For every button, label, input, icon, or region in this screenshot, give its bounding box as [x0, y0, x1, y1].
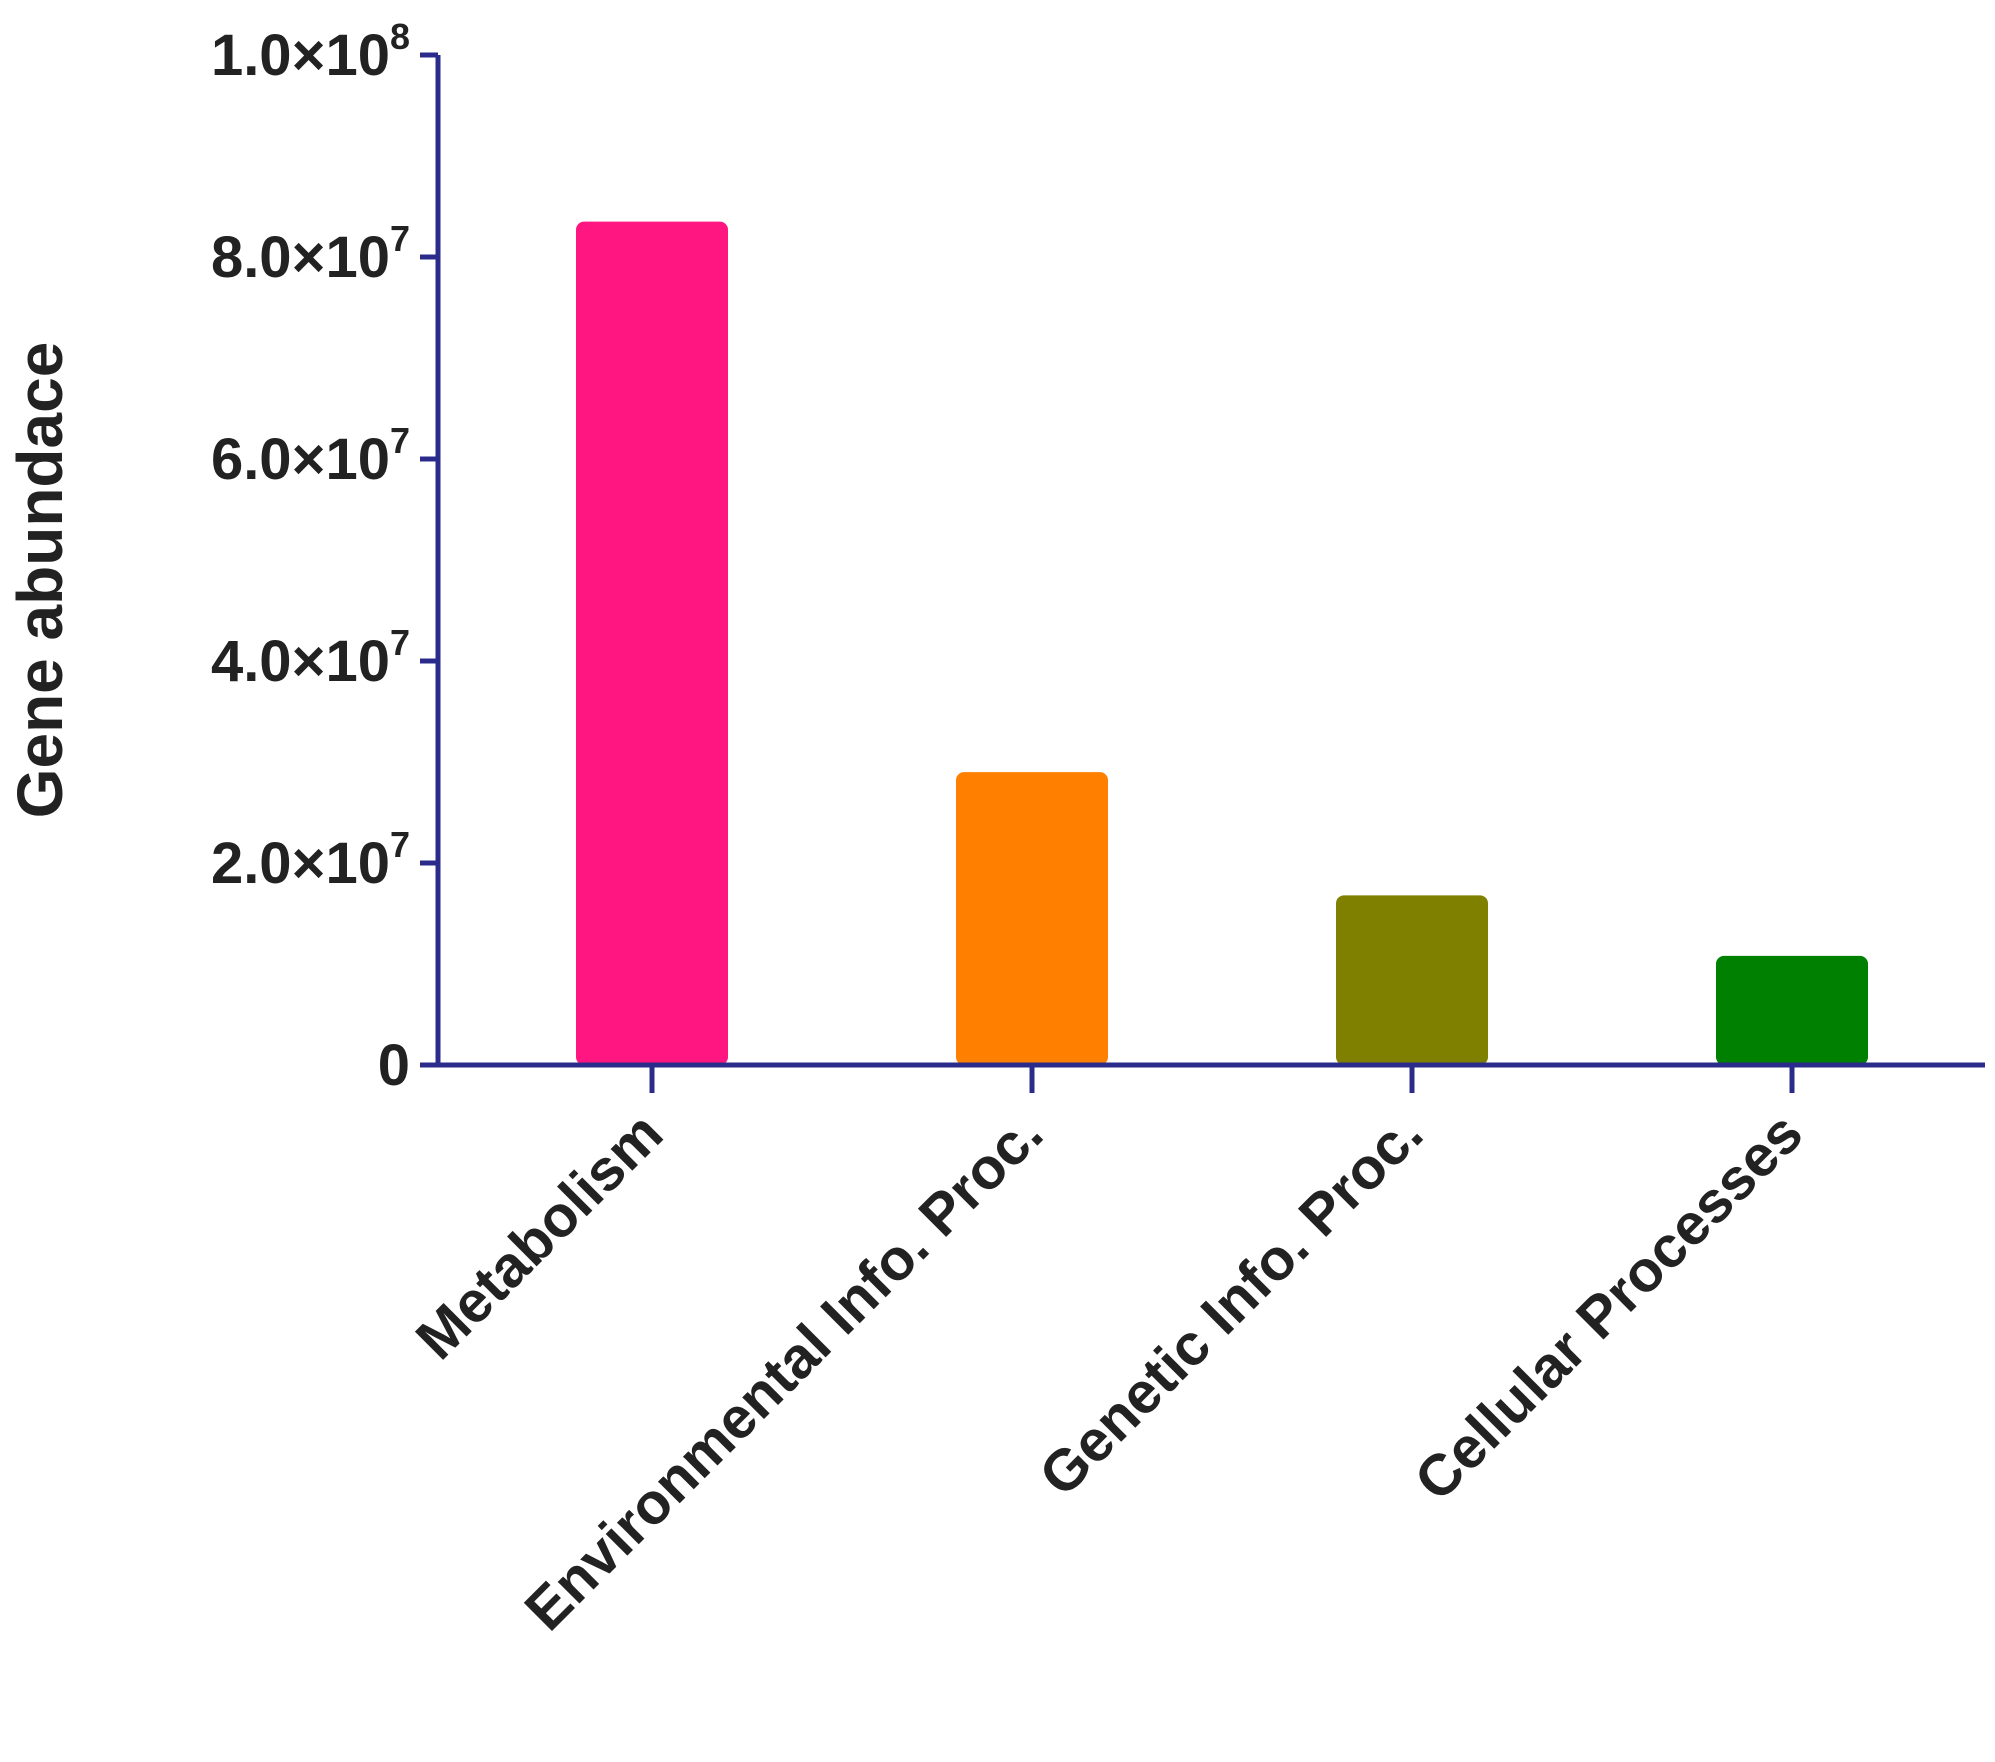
bars: [576, 221, 1868, 1065]
y-tick-label: 8.0×107: [211, 218, 410, 290]
y-tick-label: 2.0×107: [211, 824, 410, 896]
x-tick-label: Metabolism: [404, 1100, 676, 1372]
bar-cellular-processes: [1716, 955, 1868, 1065]
x-tick-label: Genetic Info. Proc.: [1027, 1100, 1435, 1508]
y-tick-label: 1.0×108: [211, 16, 410, 88]
y-axis-label: Gene abundace: [4, 342, 76, 819]
y-tick-label: 4.0×107: [211, 622, 410, 694]
bar-genetic-info-proc: [1336, 895, 1488, 1065]
bar-metabolism: [576, 221, 728, 1065]
bar-environmental-info-proc: [956, 772, 1108, 1065]
x-tick-label: Cellular Processes: [1402, 1100, 1815, 1513]
y-axis-ticks: 0 2.0×107 4.0×107 6.0×107 8.0×107 1.0×108: [211, 16, 438, 1098]
y-tick-label: 6.0×107: [211, 420, 410, 492]
axes: [435, 55, 1985, 1093]
y-tick-label: 0: [378, 1033, 410, 1098]
